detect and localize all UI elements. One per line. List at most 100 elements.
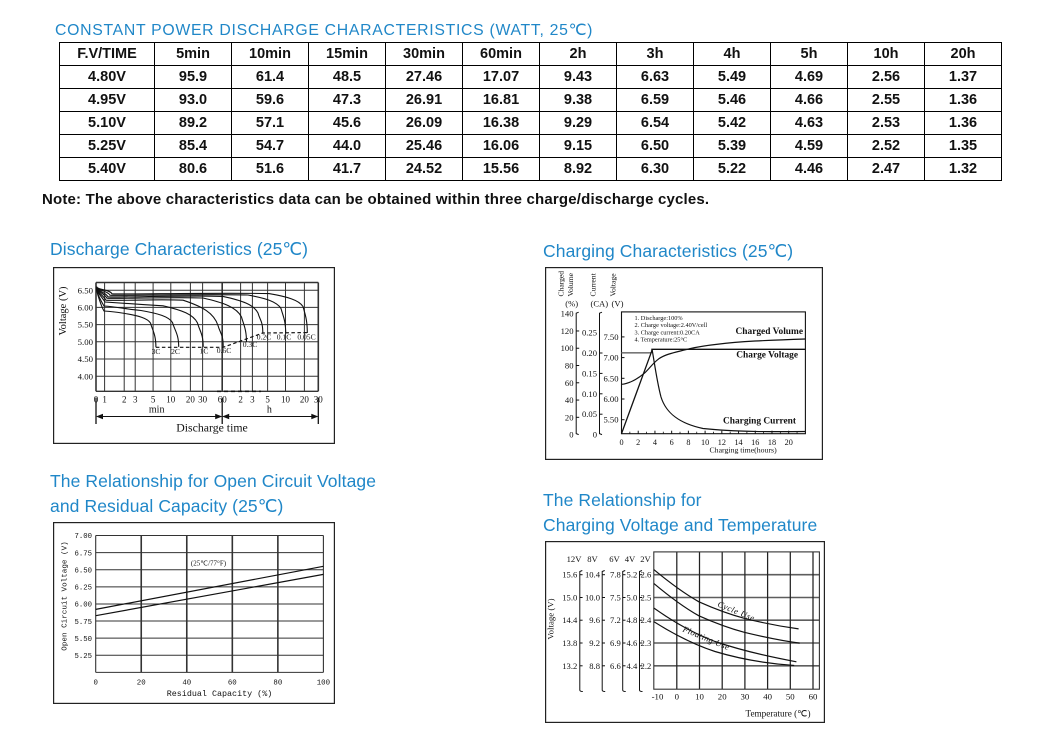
svg-text:12V: 12V — [567, 554, 583, 564]
svg-text:Charged Volume: Charged Volume — [736, 327, 803, 337]
svg-text:Charged: Charged — [557, 271, 566, 297]
svg-text:5.25: 5.25 — [74, 653, 92, 661]
svg-text:0: 0 — [619, 438, 623, 447]
svg-text:0.25: 0.25 — [582, 328, 597, 338]
svg-text:10.0: 10.0 — [585, 593, 600, 603]
svg-text:20: 20 — [718, 692, 727, 702]
svg-text:3: 3 — [133, 394, 138, 404]
svg-text:3: 3 — [250, 394, 255, 404]
svg-text:6.00: 6.00 — [603, 394, 618, 404]
svg-text:0.1C: 0.1C — [277, 332, 292, 341]
svg-text:3C: 3C — [152, 347, 161, 356]
svg-text:10: 10 — [695, 692, 704, 702]
svg-text:10: 10 — [166, 394, 176, 404]
svg-text:120: 120 — [561, 326, 574, 336]
svg-text:6.75: 6.75 — [74, 550, 92, 558]
svg-text:5.2: 5.2 — [627, 570, 638, 580]
svg-text:5.0: 5.0 — [627, 593, 638, 603]
svg-text:140: 140 — [561, 309, 574, 319]
svg-text:Voltage (V): Voltage (V) — [546, 598, 556, 639]
svg-text:0: 0 — [93, 680, 97, 688]
svg-text:4.50: 4.50 — [78, 354, 94, 364]
svg-text:15.6: 15.6 — [562, 570, 578, 580]
svg-text:10.4: 10.4 — [585, 570, 601, 580]
svg-text:Volume: Volume — [566, 272, 575, 296]
svg-text:0: 0 — [593, 430, 597, 440]
svg-text:10: 10 — [701, 438, 709, 447]
svg-text:(V): (V) — [612, 299, 624, 309]
svg-text:6.50: 6.50 — [78, 285, 94, 295]
svg-text:30: 30 — [741, 692, 750, 702]
svg-text:60: 60 — [809, 692, 818, 702]
svg-text:(25℃/77°F): (25℃/77°F) — [191, 560, 227, 568]
svg-text:7.2: 7.2 — [610, 615, 621, 625]
svg-text:8V: 8V — [587, 554, 598, 564]
svg-text:7.50: 7.50 — [603, 332, 618, 342]
svg-text:0.6C: 0.6C — [217, 346, 232, 355]
svg-text:h: h — [267, 405, 272, 416]
svg-text:7.8: 7.8 — [610, 570, 621, 580]
svg-text:2C: 2C — [171, 347, 180, 356]
svg-text:min: min — [149, 405, 165, 416]
svg-text:0: 0 — [569, 430, 573, 440]
svg-text:5: 5 — [151, 394, 156, 404]
svg-text:9.2: 9.2 — [589, 638, 600, 648]
svg-text:Current: Current — [589, 272, 598, 296]
svg-text:2. Charge voltage:2.40V/cell: 2. Charge voltage:2.40V/cell — [635, 322, 708, 329]
svg-text:1. Discharge:100%: 1. Discharge:100% — [635, 315, 684, 322]
svg-text:0.2C: 0.2C — [257, 332, 272, 341]
svg-text:5.75: 5.75 — [74, 619, 92, 627]
svg-text:6.50: 6.50 — [74, 567, 92, 575]
svg-text:2: 2 — [238, 394, 243, 404]
svg-text:80: 80 — [273, 680, 282, 688]
svg-text:50: 50 — [786, 692, 795, 702]
svg-text:20: 20 — [186, 394, 196, 404]
svg-text:(CA): (CA) — [590, 299, 608, 309]
svg-text:Charging time(hours): Charging time(hours) — [709, 446, 777, 455]
svg-text:2.2: 2.2 — [641, 661, 652, 671]
svg-text:Charge Voltage: Charge Voltage — [736, 351, 798, 361]
svg-text:2.6: 2.6 — [641, 570, 652, 580]
svg-text:0.3C: 0.3C — [243, 340, 258, 349]
svg-text:2: 2 — [122, 394, 127, 404]
svg-text:4.4: 4.4 — [627, 661, 638, 671]
svg-text:9.6: 9.6 — [589, 615, 600, 625]
svg-text:14.4: 14.4 — [562, 615, 578, 625]
svg-text:20: 20 — [565, 412, 574, 422]
svg-text:6.6: 6.6 — [610, 661, 621, 671]
svg-text:2.5: 2.5 — [641, 593, 652, 603]
svg-text:100: 100 — [561, 343, 574, 353]
svg-text:Discharge time: Discharge time — [176, 421, 248, 435]
svg-text:6.25: 6.25 — [74, 585, 92, 593]
svg-text:40: 40 — [182, 680, 191, 688]
svg-text:12: 12 — [718, 438, 726, 447]
svg-text:4.6: 4.6 — [627, 638, 638, 648]
svg-text:(%): (%) — [565, 299, 578, 309]
svg-text:0.05: 0.05 — [582, 409, 597, 419]
svg-text:-10: -10 — [652, 692, 664, 702]
svg-text:6.50: 6.50 — [603, 373, 618, 383]
svg-text:20: 20 — [785, 438, 793, 447]
svg-text:Temperature (℃): Temperature (℃) — [745, 709, 810, 719]
svg-text:6.9: 6.9 — [610, 638, 621, 648]
svg-text:15.0: 15.0 — [562, 593, 577, 603]
svg-text:60: 60 — [228, 680, 237, 688]
svg-text:0.05C: 0.05C — [297, 332, 315, 341]
svg-text:8: 8 — [686, 438, 690, 447]
svg-text:Voltage (V): Voltage (V) — [58, 286, 69, 336]
svg-text:6V: 6V — [609, 554, 620, 564]
svg-text:4. Temperature:25°C: 4. Temperature:25°C — [635, 337, 688, 344]
svg-text:5.50: 5.50 — [603, 415, 618, 425]
svg-text:100: 100 — [317, 680, 330, 688]
svg-text:60: 60 — [565, 378, 574, 388]
svg-text:Voltage: Voltage — [609, 273, 618, 297]
svg-text:0.20: 0.20 — [582, 348, 597, 358]
svg-text:20: 20 — [300, 394, 310, 404]
svg-text:0: 0 — [675, 692, 680, 702]
svg-text:20: 20 — [137, 680, 146, 688]
svg-text:Residual Capacity (%): Residual Capacity (%) — [167, 689, 273, 699]
svg-text:2.4: 2.4 — [641, 615, 652, 625]
svg-text:5.50: 5.50 — [78, 320, 94, 330]
svg-text:7.00: 7.00 — [74, 533, 92, 541]
svg-text:7.00: 7.00 — [603, 353, 618, 363]
